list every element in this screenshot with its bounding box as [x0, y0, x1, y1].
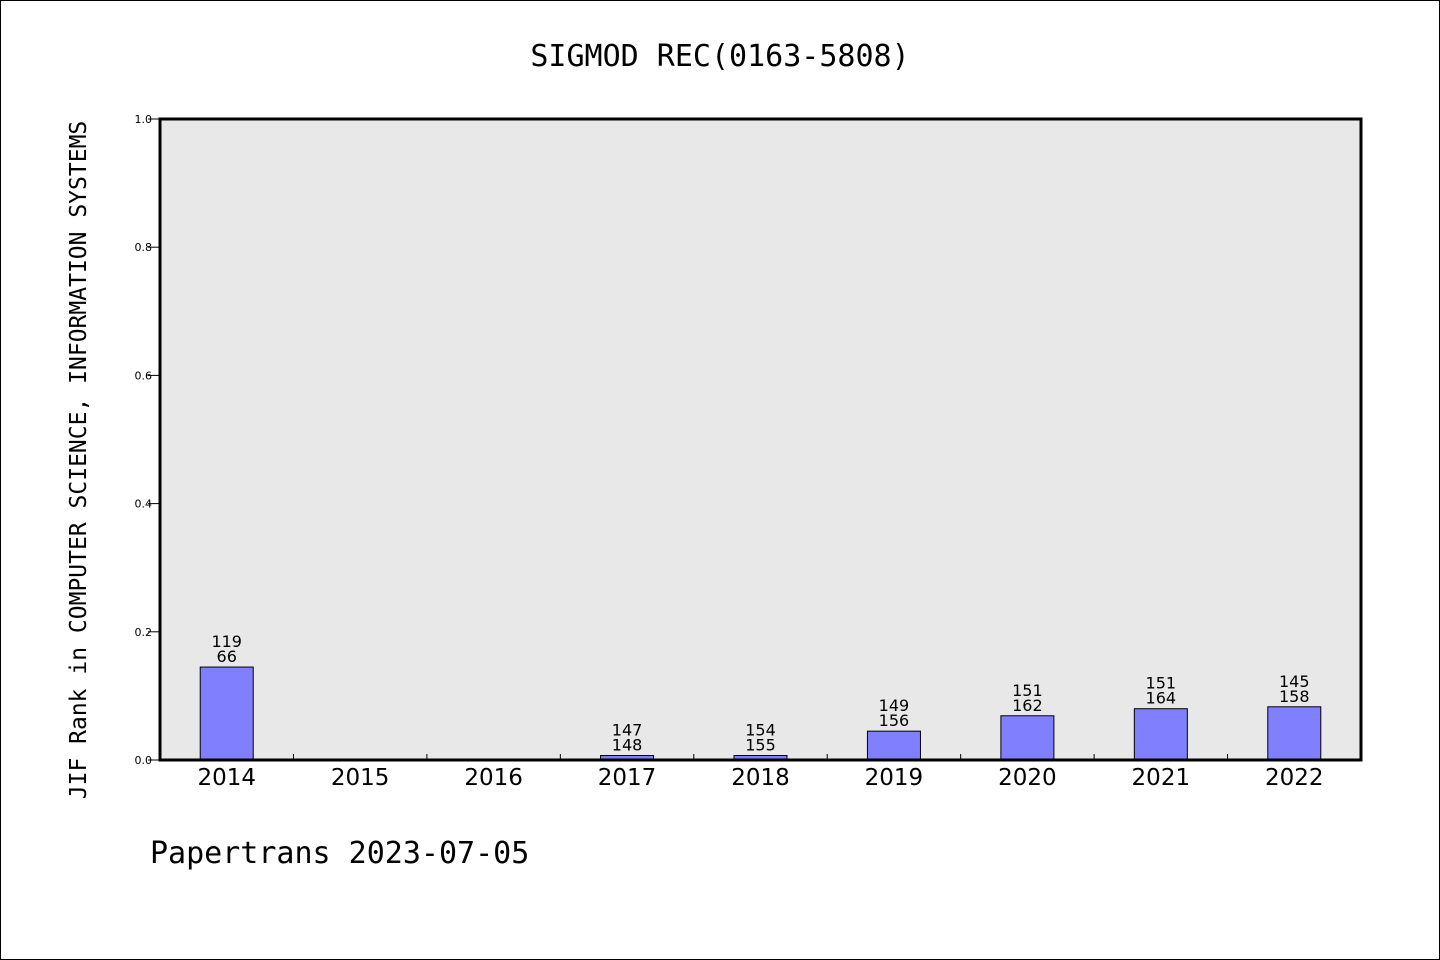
bar-2022: [1267, 706, 1322, 761]
bar-2019: [866, 730, 921, 761]
x-tick-label: 2022: [1265, 765, 1324, 791]
chart-title: SIGMOD REC(0163-5808): [530, 39, 909, 74]
bar-label-bottom: 158: [1279, 687, 1310, 706]
x-tick-label: 2019: [865, 765, 924, 791]
y-axis-label: JIF Rank in COMPUTER SCIENCE, INFORMATIO…: [66, 121, 92, 800]
plot-border: [158, 117, 1363, 762]
plot-area: [160, 119, 1361, 760]
bar-label-top: 145: [1279, 672, 1310, 691]
bar-label-bottom: 156: [879, 711, 910, 730]
y-tick-label: 1.0: [135, 113, 153, 126]
x-tick-label: 2020: [998, 765, 1057, 791]
bar-label-bottom: 164: [1146, 689, 1177, 708]
bar-label-bottom: 162: [1012, 696, 1043, 715]
x-tick-label: 2017: [598, 765, 657, 791]
bar-2014: [199, 666, 254, 761]
x-tick-label: 2014: [197, 765, 256, 791]
y-axis-ticks: 0.0 0.2 0.4 0.6 0.8 1.0: [135, 113, 160, 767]
x-axis-ticks: 2014 2015 2016 2017 2018 2019 2020 2021 2022: [197, 754, 1324, 791]
bar-label-top: 151: [1146, 674, 1177, 693]
bar-label-top: 151: [1012, 681, 1043, 700]
x-tick-label: 2021: [1132, 765, 1191, 791]
x-tick-label: 2015: [331, 765, 390, 791]
x-tick-label: 2018: [731, 765, 790, 791]
y-tick-label: 0.4: [135, 498, 153, 511]
bar-label-bottom: 148: [612, 736, 643, 755]
bar-label-top: 119: [211, 632, 242, 651]
y-tick-label: 0.0: [135, 754, 153, 767]
footer-credit: Papertrans 2023-07-05: [150, 836, 529, 871]
bars: 1196614714815415514915615116215116414515…: [199, 632, 1322, 761]
bar-label-bottom: 66: [217, 647, 237, 666]
y-tick-label: 0.2: [135, 626, 153, 639]
bar-2020: [1000, 715, 1055, 761]
bar-label-top: 149: [879, 696, 910, 715]
y-tick-label: 0.8: [135, 241, 153, 254]
bar-label-top: 154: [745, 721, 776, 740]
bar-label-bottom: 155: [745, 736, 776, 755]
y-tick-label: 0.6: [135, 369, 153, 382]
x-tick-label: 2016: [464, 765, 523, 791]
bar-label-top: 147: [612, 721, 643, 740]
bar-2021: [1133, 708, 1188, 761]
